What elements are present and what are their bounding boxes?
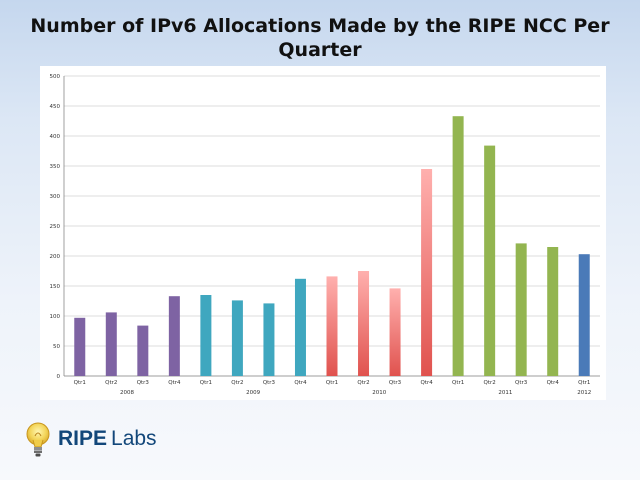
x-tick-label: Qtr4	[168, 380, 181, 386]
year-label: 2012	[577, 390, 591, 396]
x-tick-label: Qtr3	[515, 380, 528, 386]
y-tick-label: 250	[50, 224, 61, 230]
y-tick-label: 200	[50, 254, 61, 260]
bar	[452, 116, 464, 376]
bar	[263, 303, 275, 376]
page-title: Number of IPv6 Allocations Made by the R…	[30, 15, 610, 61]
bar	[484, 145, 496, 376]
x-tick-label: Qtr1	[578, 380, 590, 386]
bar	[294, 278, 306, 376]
bar	[105, 312, 117, 376]
year-label: 2011	[498, 390, 512, 396]
bar-chart: 0 50 100 150 200 250 300 350 400 450 500 Qtr1 Qtr2 Qt…	[50, 74, 600, 396]
bar	[389, 288, 401, 376]
bar	[421, 169, 433, 376]
bar	[231, 300, 243, 376]
y-tick-label: 100	[50, 314, 61, 320]
x-tick-label: Qtr1	[452, 380, 464, 386]
year-label: 2009	[246, 390, 260, 396]
x-tick-label: Qtr1	[200, 380, 212, 386]
year-label: 2010	[372, 390, 386, 396]
logo-text: RIPE Labs	[58, 426, 157, 452]
x-tick-label: Qtr4	[547, 380, 560, 386]
x-tick-label: Qtr3	[389, 380, 402, 386]
x-tick-label: Qtr4	[294, 380, 307, 386]
ripe-labs-logo: RIPE Labs	[22, 420, 182, 460]
bar	[200, 295, 212, 376]
y-tick-label: 500	[50, 74, 61, 80]
y-tick-label: 400	[50, 134, 61, 140]
logo-suffix: Labs	[111, 427, 157, 450]
y-tick-label: 350	[50, 164, 61, 170]
x-tick-label: Qtr2	[357, 380, 369, 386]
x-tick-label: Qtr3	[137, 380, 150, 386]
bar	[358, 271, 370, 376]
bar	[74, 317, 86, 376]
x-tick-label: Qtr2	[484, 380, 496, 386]
y-tick-label: 300	[50, 194, 61, 200]
bar	[326, 276, 338, 376]
bar	[168, 296, 180, 376]
x-tick-label: Qtr4	[420, 380, 433, 386]
y-tick-label: 450	[50, 104, 61, 110]
y-tick-label: 50	[53, 344, 60, 350]
bar	[578, 254, 590, 376]
lightbulb-icon	[26, 422, 50, 457]
bar	[547, 247, 559, 376]
x-tick-label: Qtr3	[263, 380, 276, 386]
bar	[515, 243, 527, 376]
bar	[137, 325, 149, 376]
year-label: 2008	[120, 390, 134, 396]
x-tick-label: Qtr1	[74, 380, 86, 386]
x-tick-label: Qtr2	[231, 380, 243, 386]
x-tick-label: Qtr1	[326, 380, 338, 386]
y-tick-label: 0	[57, 374, 61, 380]
logo-brand: RIPE	[58, 427, 108, 450]
x-tick-label: Qtr2	[105, 380, 117, 386]
y-tick-label: 150	[50, 284, 61, 290]
chart-panel: 0 50 100 150 200 250 300 350 400 450 500 Qtr1 Qtr2 Qt…	[40, 66, 606, 400]
